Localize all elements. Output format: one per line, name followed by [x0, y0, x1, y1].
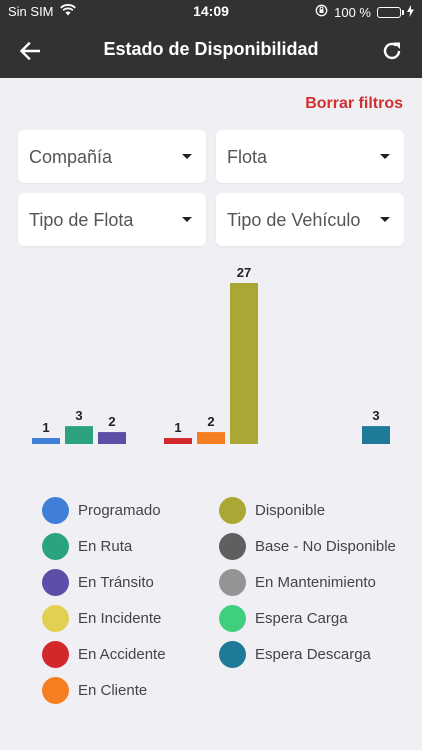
- legend-item: En Cliente: [42, 675, 147, 705]
- page-title: Estado de Disponibilidad: [103, 39, 319, 59]
- legend-label: En Cliente: [78, 681, 148, 699]
- company-dropdown[interactable]: Compañía: [18, 130, 206, 183]
- caret-down-icon: [182, 217, 192, 222]
- dropdown-label: Compañía: [29, 147, 113, 167]
- bar-programado: [32, 438, 60, 444]
- legend-label: Base - No Disponible: [255, 537, 396, 555]
- status-left: Sin SIM: [8, 4, 76, 19]
- clock-text: 14:09: [193, 3, 229, 19]
- legend-color-dot: [219, 568, 246, 596]
- carrier-text: Sin SIM: [8, 4, 54, 19]
- fleet-dropdown[interactable]: Flota: [216, 130, 404, 183]
- wifi-icon: [59, 4, 76, 19]
- back-arrow-icon: [20, 42, 40, 60]
- bar-value-label: 3: [372, 408, 379, 423]
- legend-color-dot: [219, 532, 246, 560]
- bar-value-label: 3: [75, 408, 82, 423]
- vehicle-type-dropdown[interactable]: Tipo de Vehículo: [216, 193, 404, 246]
- legend-color-dot: [42, 640, 69, 668]
- bar-en-ruta: [65, 426, 93, 444]
- availability-bar-chart: 1 3 2 1 2 27 3: [32, 265, 390, 444]
- legend-label: En Ruta: [78, 537, 133, 555]
- legend-color-dot: [42, 532, 69, 560]
- legend-color-dot: [42, 568, 69, 596]
- battery-text: 100 %: [334, 4, 371, 20]
- navigation-bar: Estado de Disponibilidad: [0, 22, 422, 78]
- bar-value-label: 1: [42, 420, 49, 435]
- orientation-lock-icon: [315, 4, 328, 20]
- bar-value-label: 2: [108, 414, 115, 429]
- back-button[interactable]: [15, 36, 45, 66]
- legend-label: Disponible: [255, 501, 326, 519]
- legend-label: En Mantenimiento: [255, 573, 376, 591]
- legend-label: Programado: [78, 501, 161, 519]
- bar-espera-descarga: [362, 426, 390, 444]
- status-bar: Sin SIM 14:09 100 %: [0, 0, 422, 22]
- legend-color-dot: [219, 640, 246, 668]
- legend-item: Disponible: [219, 495, 325, 525]
- fleet-type-dropdown[interactable]: Tipo de Flota: [18, 193, 206, 246]
- legend-label: En Incidente: [78, 609, 162, 627]
- bar-value-label: 27: [237, 265, 251, 280]
- bar-en-tr-nsito: [98, 432, 126, 444]
- legend-item: En Tránsito: [42, 567, 154, 597]
- legend-item: En Incidente: [42, 603, 161, 633]
- bar-value-label: 1: [174, 420, 181, 435]
- charging-icon: [407, 4, 414, 20]
- status-right: 100 %: [315, 4, 414, 20]
- caret-down-icon: [182, 154, 192, 159]
- legend-label: En Accidente: [78, 645, 166, 663]
- bar-value-label: 2: [207, 414, 214, 429]
- legend-item: En Mantenimiento: [219, 567, 376, 597]
- legend-item: Espera Descarga: [219, 639, 371, 669]
- bar-en-accidente: [164, 438, 192, 444]
- legend-item: Base - No Disponible: [219, 531, 396, 561]
- bar-disponible: [230, 283, 258, 444]
- dropdown-label: Flota: [227, 147, 268, 167]
- legend-color-dot: [42, 496, 69, 524]
- legend-item: Espera Carga: [219, 603, 348, 633]
- dropdown-label: Tipo de Vehículo: [227, 210, 361, 230]
- caret-down-icon: [380, 154, 390, 159]
- refresh-button[interactable]: [377, 36, 407, 66]
- refresh-icon: [383, 42, 401, 60]
- dropdown-label: Tipo de Flota: [29, 210, 134, 230]
- legend-item: En Accidente: [42, 639, 166, 669]
- legend-item: Programado: [42, 495, 161, 525]
- legend-item: En Ruta: [42, 531, 132, 561]
- bar-en-cliente: [197, 432, 225, 444]
- legend-label: Espera Carga: [255, 609, 348, 627]
- legend-color-dot: [42, 676, 69, 704]
- legend-label: Espera Descarga: [255, 645, 371, 663]
- caret-down-icon: [380, 217, 390, 222]
- legend-color-dot: [219, 604, 246, 632]
- legend-label: En Tránsito: [78, 573, 154, 591]
- battery-icon: [377, 6, 404, 18]
- legend-color-dot: [219, 496, 246, 524]
- clear-filters-link[interactable]: Borrar filtros: [305, 95, 403, 112]
- legend-color-dot: [42, 604, 69, 632]
